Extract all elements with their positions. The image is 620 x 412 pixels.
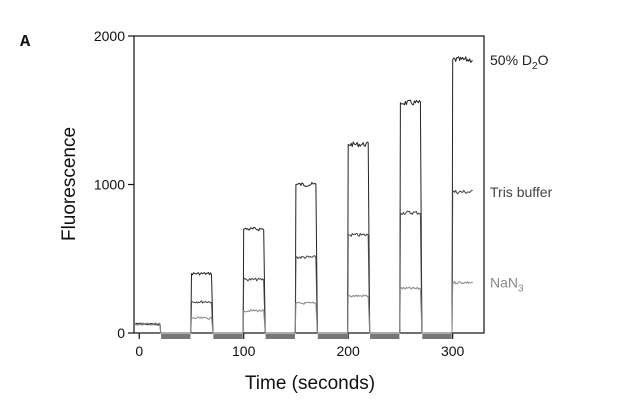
series-label-1: Tris buffer xyxy=(490,184,553,200)
light-off-bar xyxy=(161,334,191,339)
plot-frame xyxy=(133,35,485,334)
series-line-0 xyxy=(134,56,473,334)
panel-label: A xyxy=(20,33,31,52)
x-tick-label: 0 xyxy=(135,343,143,359)
x-tick-label: 100 xyxy=(232,343,256,359)
x-tick-label: 200 xyxy=(336,343,360,359)
x-axis-title: Time (seconds) xyxy=(245,373,375,394)
series-label-2: NaN3 xyxy=(490,275,524,295)
y-tick-label: 2000 xyxy=(94,28,125,44)
light-off-bar xyxy=(213,334,243,339)
light-off-bar xyxy=(370,334,400,339)
series-label-0: 50% D2O xyxy=(490,52,549,72)
y-tick-label: 0 xyxy=(117,325,125,341)
y-axis-title: Fluorescence xyxy=(59,127,80,241)
light-off-bar xyxy=(317,334,348,339)
light-off-bar xyxy=(265,334,295,339)
x-tick-label: 300 xyxy=(441,343,465,359)
light-off-bar xyxy=(422,334,452,339)
y-tick-label: 1000 xyxy=(94,177,125,193)
series-line-2 xyxy=(133,280,474,334)
